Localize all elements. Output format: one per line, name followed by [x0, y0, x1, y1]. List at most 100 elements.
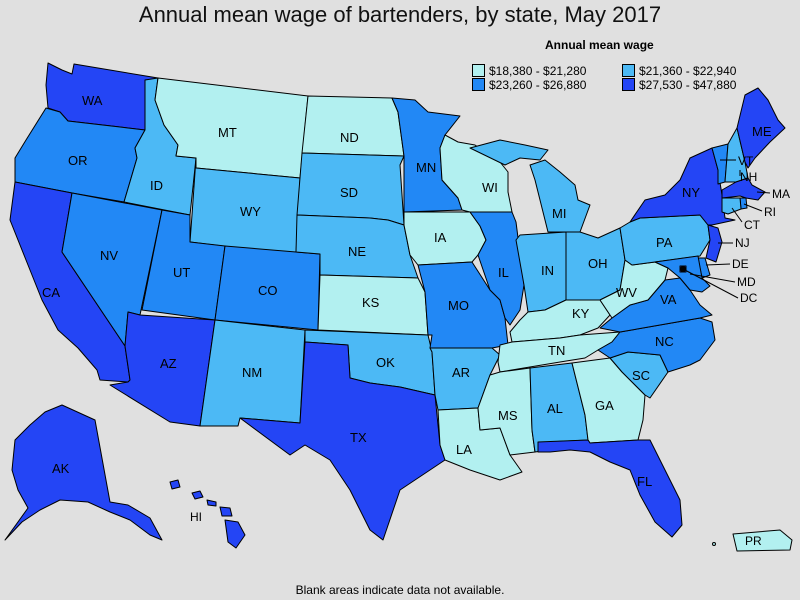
pr-islet-icon [712, 542, 716, 546]
label-OR: OR [68, 153, 88, 168]
label-DE: DE [732, 257, 749, 271]
label-CA: CA [42, 285, 60, 300]
legend-item-bin-1: $18,380 - $21,280 [472, 64, 586, 78]
label-MN: MN [416, 160, 436, 175]
label-VA: VA [660, 292, 677, 307]
state-MI[interactable] [469, 139, 591, 233]
state-TX[interactable] [239, 341, 446, 541]
map-title: Annual mean wage of bartenders, by state… [138, 2, 662, 27]
label-WA: WA [82, 93, 103, 108]
state-CT[interactable] [721, 197, 742, 215]
label-SD: SD [340, 185, 358, 200]
label-NE: NE [348, 244, 366, 259]
label-CO: CO [258, 283, 278, 298]
label-OK: OK [376, 355, 395, 370]
state-MA[interactable] [721, 177, 766, 201]
label-SC: SC [632, 368, 650, 383]
legend-title: Annual mean wage [545, 38, 654, 52]
label-IL: IL [498, 265, 509, 280]
legend-label: $23,260 - $26,880 [489, 78, 587, 92]
label-ID: ID [150, 178, 163, 193]
state-IL[interactable] [469, 211, 525, 326]
state-PR[interactable] [732, 529, 793, 552]
legend-label: $21,360 - $22,940 [639, 64, 737, 78]
label-DC: DC [740, 291, 758, 305]
label-HI: HI [190, 510, 202, 524]
label-KS: KS [362, 295, 380, 310]
label-IA: IA [434, 230, 447, 245]
footnote: Blank areas indicate data not available. [295, 583, 505, 597]
label-AR: AR [452, 365, 470, 380]
label-NM: NM [242, 365, 262, 380]
state-labels: WA OR CA ID NV MT WY UT AZ CO NM ND SD N… [42, 93, 790, 548]
legend-item-bin-3: $23,260 - $26,880 [472, 78, 586, 92]
label-RI: RI [764, 205, 776, 219]
callout-lines [682, 159, 771, 299]
hawaii-island-oahu [191, 490, 204, 500]
hawaii-island-kauai [169, 479, 181, 490]
state-FL[interactable] [537, 439, 683, 538]
legend: Annual mean wage $18,380 - $21,280 $21,3… [470, 36, 800, 96]
label-WY: WY [240, 204, 261, 219]
callout-line-dc [682, 268, 739, 299]
label-NV: NV [100, 248, 118, 263]
hawaii-island-molokai [206, 499, 217, 507]
legend-item-bin-2: $21,360 - $22,940 [622, 64, 736, 78]
legend-label: $18,380 - $21,280 [489, 64, 587, 78]
label-OH: OH [588, 256, 608, 271]
label-KY: KY [572, 306, 590, 321]
label-WI: WI [482, 180, 498, 195]
label-TX: TX [350, 430, 367, 445]
label-VT: VT [738, 154, 754, 168]
legend-item-bin-4: $27,530 - $47,880 [622, 78, 736, 92]
label-AZ: AZ [160, 356, 177, 371]
label-WV: WV [616, 285, 637, 300]
label-MD: MD [737, 275, 756, 289]
legend-swatch [622, 64, 635, 77]
label-FL: FL [637, 474, 652, 489]
label-NJ: NJ [735, 236, 750, 250]
label-NY: NY [682, 185, 700, 200]
label-MT: MT [218, 125, 237, 140]
label-GA: GA [595, 398, 614, 413]
state-NJ[interactable] [705, 224, 723, 263]
label-NH: NH [740, 170, 757, 184]
state-AK[interactable] [4, 404, 163, 541]
label-MO: MO [448, 298, 469, 313]
state-ND[interactable] [301, 95, 405, 157]
callout-line-ri [743, 203, 763, 212]
hawaii-island-maui [219, 506, 233, 517]
label-AK: AK [52, 461, 70, 476]
dc-marker-icon [680, 266, 686, 272]
label-MI: MI [552, 206, 566, 221]
hawaii-island-big [224, 519, 246, 549]
label-PR: PR [745, 534, 762, 548]
label-LA: LA [456, 442, 472, 457]
callout-line-ct [731, 207, 743, 223]
label-NC: NC [655, 334, 674, 349]
legend-label: $27,530 - $47,880 [639, 78, 737, 92]
label-IN: IN [541, 263, 554, 278]
label-PA: PA [656, 235, 673, 250]
callout-line-md [689, 273, 736, 283]
label-TN: TN [548, 343, 565, 358]
legend-swatch [622, 78, 635, 91]
state-MD[interactable] [654, 255, 711, 293]
state-WV[interactable] [599, 259, 669, 319]
label-ME: ME [752, 124, 772, 139]
label-MS: MS [498, 408, 518, 423]
state-NE[interactable] [295, 214, 419, 279]
label-CT: CT [744, 218, 761, 232]
legend-swatch [472, 78, 485, 91]
state-ME[interactable] [736, 87, 786, 169]
label-AL: AL [547, 401, 563, 416]
label-UT: UT [173, 265, 190, 280]
callout-line-de [705, 263, 731, 266]
state-HI[interactable] [169, 479, 246, 549]
label-ND: ND [340, 130, 359, 145]
callout-line-ma [756, 191, 771, 194]
label-MA: MA [772, 187, 790, 201]
legend-swatch [472, 64, 485, 77]
state-VT[interactable] [711, 143, 729, 185]
